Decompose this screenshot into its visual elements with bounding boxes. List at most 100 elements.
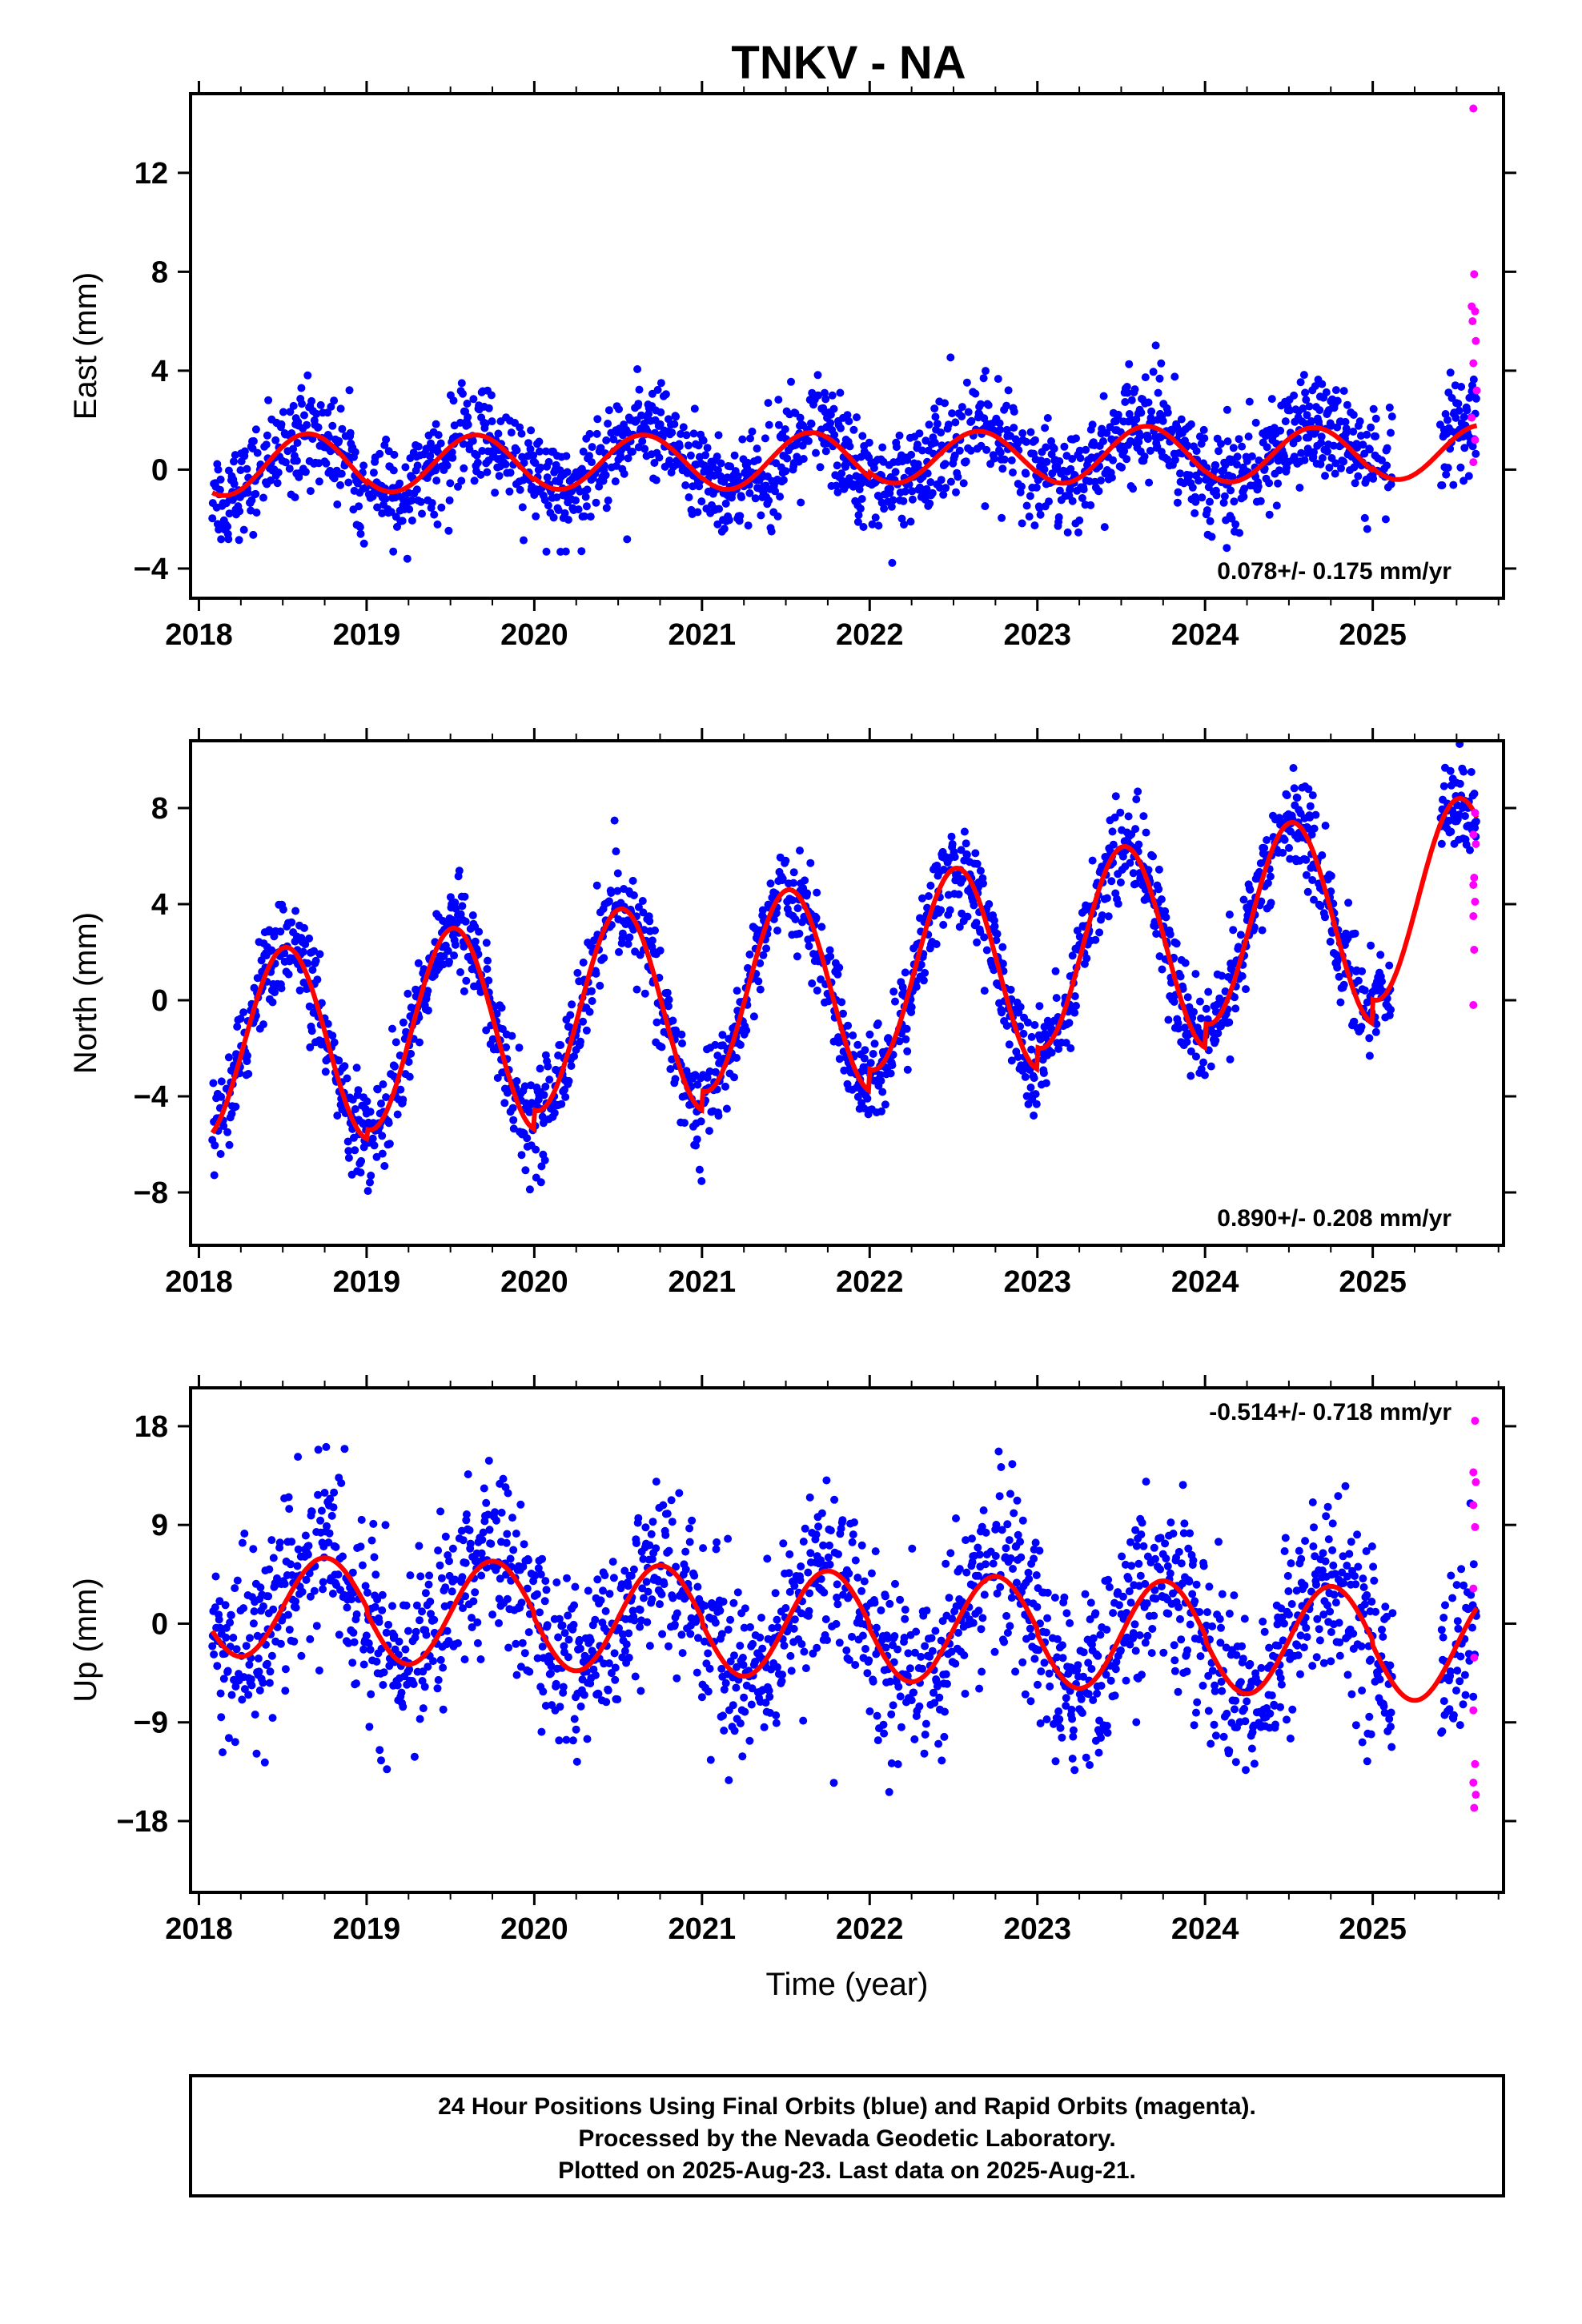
data-point: [639, 1554, 648, 1563]
data-point: [979, 374, 988, 383]
data-point: [306, 1634, 315, 1643]
data-point: [303, 1550, 312, 1559]
data-point: [326, 1494, 335, 1503]
data-point: [659, 1501, 668, 1510]
data-point: [217, 1713, 226, 1722]
data-point: [976, 866, 985, 875]
data-point: [762, 944, 771, 953]
data-point: [1304, 785, 1313, 794]
data-point: [814, 391, 823, 400]
data-point: [542, 547, 551, 556]
data-point: [211, 1141, 219, 1150]
data-point: [343, 1603, 351, 1612]
data-point: [579, 447, 588, 456]
data-point: [348, 1568, 357, 1577]
data-point: [1387, 412, 1396, 421]
data-point: [1365, 1034, 1374, 1043]
rapid-point: [1469, 104, 1478, 113]
data-point: [512, 1671, 521, 1679]
data-point: [817, 1556, 825, 1565]
data-point: [620, 1647, 629, 1655]
data-point: [748, 1684, 757, 1693]
data-point: [504, 1643, 513, 1652]
data-point: [874, 521, 883, 530]
data-point: [886, 484, 894, 493]
data-point: [1238, 971, 1247, 980]
data-point: [1010, 408, 1018, 416]
data-point: [799, 455, 808, 463]
data-point: [865, 1030, 874, 1039]
data-point: [939, 490, 948, 499]
data-point: [1466, 846, 1474, 854]
data-point: [825, 946, 834, 955]
data-point: [1235, 529, 1244, 537]
data-point: [618, 1653, 627, 1662]
data-point: [720, 1727, 729, 1735]
data-point: [868, 520, 877, 529]
data-point: [1073, 927, 1082, 935]
data-point: [469, 1597, 478, 1606]
data-point: [1456, 741, 1464, 748]
data-point: [231, 1584, 239, 1593]
data-point: [824, 997, 833, 1006]
data-point: [276, 1639, 285, 1648]
x-tick-label: 2025: [1339, 618, 1407, 652]
data-point: [924, 892, 933, 900]
data-point: [857, 495, 866, 503]
data-point: [427, 439, 435, 448]
data-point: [558, 1621, 567, 1630]
data-point: [536, 1064, 544, 1073]
data-point: [373, 503, 382, 512]
data-point: [356, 1168, 365, 1177]
data-point: [832, 481, 841, 490]
data-point: [249, 1619, 258, 1628]
data-point: [279, 408, 287, 416]
data-point: [328, 421, 337, 430]
data-point: [456, 968, 464, 976]
data-point: [343, 1074, 351, 1083]
data-point: [601, 471, 610, 480]
data-point: [903, 1065, 912, 1074]
data-point: [1163, 455, 1172, 464]
data-point: [352, 1063, 361, 1072]
data-point: [532, 512, 540, 521]
data-point: [526, 444, 535, 453]
data-point: [572, 1757, 581, 1766]
data-point: [291, 1603, 300, 1612]
data-point: [1161, 907, 1170, 915]
data-point: [495, 472, 504, 480]
data-point: [613, 869, 622, 878]
data-point: [744, 521, 753, 530]
data-point: [1470, 790, 1479, 798]
data-point: [913, 460, 922, 468]
data-point: [845, 417, 853, 425]
data-point: [560, 509, 569, 517]
data-point: [557, 1100, 566, 1108]
data-point: [1163, 408, 1172, 417]
rapid-point: [1471, 307, 1480, 316]
data-point: [359, 1645, 368, 1654]
data-point: [822, 1476, 831, 1485]
data-point: [425, 1571, 434, 1580]
data-point: [772, 1719, 781, 1727]
data-point: [399, 1703, 408, 1711]
data-point: [1032, 1100, 1041, 1108]
rapid-point: [1469, 830, 1478, 838]
data-point: [933, 861, 942, 870]
data-point: [271, 988, 279, 997]
data-point: [255, 1686, 264, 1695]
data-point: [321, 1068, 330, 1076]
data-point: [464, 420, 472, 429]
data-point: [773, 1623, 782, 1632]
data-point: [1303, 411, 1311, 420]
data-point: [352, 1610, 361, 1618]
data-point: [252, 1749, 261, 1758]
data-point: [1325, 464, 1334, 472]
data-point: [720, 1685, 729, 1694]
data-point: [1331, 386, 1340, 395]
data-point: [1214, 1029, 1223, 1038]
data-point: [1173, 423, 1182, 432]
data-point: [688, 1516, 697, 1525]
data-point: [540, 1091, 548, 1100]
data-point: [317, 1506, 326, 1515]
